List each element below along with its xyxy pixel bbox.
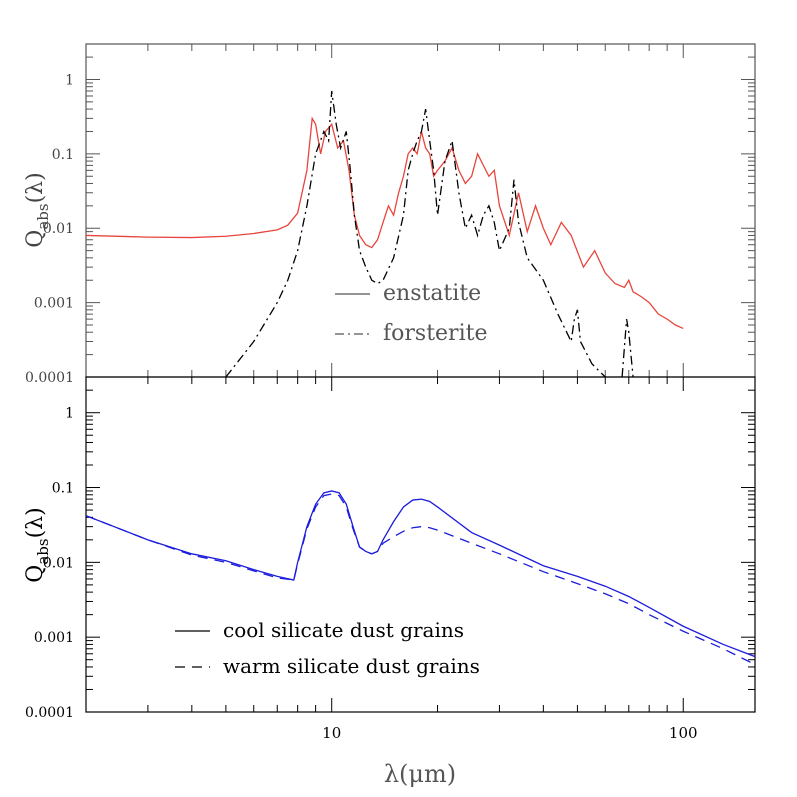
y-tick-label: 0.0001 xyxy=(25,705,74,721)
x-tick-label: 100 xyxy=(669,724,698,742)
bottom-panel: Qabs(λ) λ(μm) 0.0001 0.001 0.01 0.1 1 10 100 co… xyxy=(23,376,756,788)
y-tick-label: 0.001 xyxy=(34,630,74,646)
top-y-axis-label: Qabs(λ) xyxy=(23,172,52,247)
x-axis-label: λ(μm) xyxy=(384,760,456,788)
legend-label: warm silicate dust grains xyxy=(223,654,480,678)
y-tick-label: 0.01 xyxy=(43,221,74,237)
series-line-warm-silicate-dust-grains xyxy=(86,493,755,666)
legend-label: enstatite xyxy=(383,281,481,306)
y-tick-label: 0.001 xyxy=(34,296,74,312)
y-tick-label: 0.1 xyxy=(52,481,74,497)
y-tick-label: 0.0001 xyxy=(25,370,74,386)
series-line-forsterite xyxy=(225,90,606,377)
y-tick-label: 0.1 xyxy=(52,147,74,163)
y-tick-label: 0.01 xyxy=(43,555,74,571)
top-panel: Qabs(λ) 0.0001 0.001 0.01 0.1 1 enstatite fors… xyxy=(23,43,756,386)
series-line-forsterite-tail xyxy=(621,319,634,377)
legend-label: forsterite xyxy=(383,321,487,346)
bottom-y-axis-label: Qabs(λ) xyxy=(23,507,52,582)
legend-label: cool silicate dust grains xyxy=(223,618,464,642)
plot-frame xyxy=(85,376,756,713)
y-tick-label: 1 xyxy=(65,72,74,88)
x-tick-label: 10 xyxy=(322,724,341,742)
series-line-enstatite xyxy=(86,116,684,330)
y-tick-label: 1 xyxy=(65,406,74,422)
